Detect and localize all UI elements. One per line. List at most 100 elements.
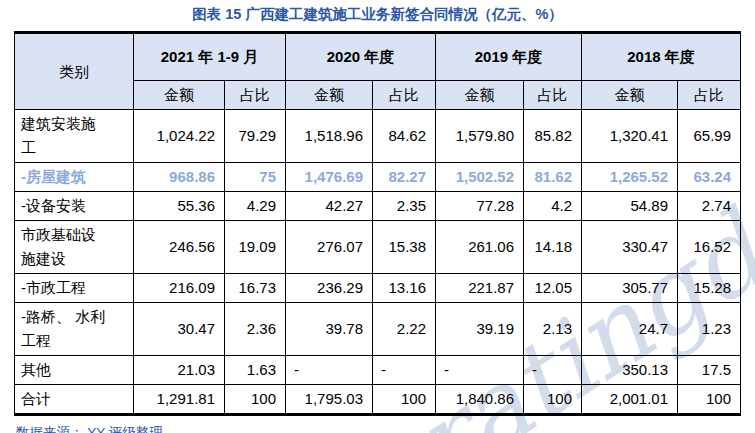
header-amount: 金额: [582, 81, 678, 110]
header-share: 占比: [524, 81, 582, 110]
value-cell: 77.28: [436, 192, 524, 221]
value-cell: 16.52: [678, 221, 741, 274]
value-cell: 81.62: [524, 163, 582, 192]
table-header: 类别 2021 年 1-9 月 2020 年度 2019 年度 2018 年度 …: [15, 33, 741, 110]
value-cell: 55.36: [134, 192, 225, 221]
header-amount: 金额: [286, 81, 373, 110]
value-cell: 100: [225, 385, 286, 415]
value-cell: 12.05: [524, 274, 582, 303]
value-cell: 2,001.01: [582, 385, 678, 415]
value-cell: 2.22: [373, 303, 436, 356]
category-cell: 合计: [15, 385, 134, 415]
value-cell: 100: [373, 385, 436, 415]
header-category: 类别: [15, 33, 134, 110]
value-cell: -: [524, 356, 582, 385]
table-row: 建筑安装施 工1,024.2279.291,518.9684.621,579.8…: [15, 110, 741, 163]
header-share: 占比: [678, 81, 741, 110]
category-cell: 建筑安装施 工: [15, 110, 134, 163]
value-cell: 85.82: [524, 110, 582, 163]
value-cell: 968.86: [134, 163, 225, 192]
value-cell: 39.19: [436, 303, 524, 356]
table-row: -房屋建筑968.86751,476.6982.271,502.5281.621…: [15, 163, 741, 192]
value-cell: 216.09: [134, 274, 225, 303]
category-cell: -路桥、 水利 工程: [15, 303, 134, 356]
value-cell: 15.28: [678, 274, 741, 303]
value-cell: 1,024.22: [134, 110, 225, 163]
category-cell: -房屋建筑: [15, 163, 134, 192]
figure-page: { "title": "图表 15 广西建工建筑施工业务新签合同情况（亿元、%）…: [0, 0, 755, 433]
value-cell: 1,502.52: [436, 163, 524, 192]
value-cell: 54.89: [582, 192, 678, 221]
value-cell: 21.03: [134, 356, 225, 385]
header-year-2020: 2020 年度: [286, 33, 436, 81]
value-cell: 246.56: [134, 221, 225, 274]
value-cell: 236.29: [286, 274, 373, 303]
value-cell: 65.99: [678, 110, 741, 163]
value-cell: 1,476.69: [286, 163, 373, 192]
value-cell: 15.38: [373, 221, 436, 274]
value-cell: 4.2: [524, 192, 582, 221]
table-body: 建筑安装施 工1,024.2279.291,518.9684.621,579.8…: [15, 110, 741, 415]
data-source-note: 数据来源： YY 评级整理: [16, 424, 755, 433]
value-cell: -: [436, 356, 524, 385]
table-row: -设备安装55.364.2942.272.3577.284.254.892.74: [15, 192, 741, 221]
value-cell: 276.07: [286, 221, 373, 274]
value-cell: 82.27: [373, 163, 436, 192]
value-cell: 1,840.86: [436, 385, 524, 415]
value-cell: 2.35: [373, 192, 436, 221]
value-cell: 19.09: [225, 221, 286, 274]
value-cell: 1.63: [225, 356, 286, 385]
header-amount: 金额: [134, 81, 225, 110]
value-cell: 1,320.41: [582, 110, 678, 163]
table-row: 其他21.031.63----350.1317.5: [15, 356, 741, 385]
value-cell: 261.06: [436, 221, 524, 274]
category-cell: -市政工程: [15, 274, 134, 303]
header-row-years: 类别 2021 年 1-9 月 2020 年度 2019 年度 2018 年度: [15, 33, 741, 81]
value-cell: 24.7: [582, 303, 678, 356]
header-year-2019: 2019 年度: [436, 33, 582, 81]
value-cell: 75: [225, 163, 286, 192]
value-cell: 13.16: [373, 274, 436, 303]
value-cell: 14.18: [524, 221, 582, 274]
value-cell: 16.73: [225, 274, 286, 303]
value-cell: 2.13: [524, 303, 582, 356]
value-cell: 1,265.52: [582, 163, 678, 192]
header-share: 占比: [373, 81, 436, 110]
category-cell: 市政基础设 施建设: [15, 221, 134, 274]
header-year-2018: 2018 年度: [582, 33, 741, 81]
contracts-table: 类别 2021 年 1-9 月 2020 年度 2019 年度 2018 年度 …: [14, 31, 741, 416]
value-cell: 2.36: [225, 303, 286, 356]
value-cell: 63.24: [678, 163, 741, 192]
value-cell: 1,291.81: [134, 385, 225, 415]
table-row: 合计1,291.811001,795.031001,840.861002,001…: [15, 385, 741, 415]
value-cell: 17.5: [678, 356, 741, 385]
value-cell: 39.78: [286, 303, 373, 356]
value-cell: 305.77: [582, 274, 678, 303]
table-row: -市政工程216.0916.73236.2913.16221.8712.0530…: [15, 274, 741, 303]
value-cell: 1.23: [678, 303, 741, 356]
value-cell: 100: [678, 385, 741, 415]
table-row: 市政基础设 施建设246.5619.09276.0715.38261.0614.…: [15, 221, 741, 274]
value-cell: 1,579.80: [436, 110, 524, 163]
value-cell: -: [373, 356, 436, 385]
value-cell: 100: [524, 385, 582, 415]
value-cell: 221.87: [436, 274, 524, 303]
value-cell: 79.29: [225, 110, 286, 163]
figure-title: 图表 15 广西建工建筑施工业务新签合同情况（亿元、%）: [0, 0, 755, 24]
value-cell: 350.13: [582, 356, 678, 385]
value-cell: 1,795.03: [286, 385, 373, 415]
value-cell: 1,518.96: [286, 110, 373, 163]
header-amount: 金额: [436, 81, 524, 110]
table-row: -路桥、 水利 工程30.472.3639.782.2239.192.1324.…: [15, 303, 741, 356]
value-cell: 330.47: [582, 221, 678, 274]
category-cell: 其他: [15, 356, 134, 385]
value-cell: -: [286, 356, 373, 385]
value-cell: 84.62: [373, 110, 436, 163]
value-cell: 30.47: [134, 303, 225, 356]
value-cell: 2.74: [678, 192, 741, 221]
category-cell: -设备安装: [15, 192, 134, 221]
header-share: 占比: [225, 81, 286, 110]
value-cell: 4.29: [225, 192, 286, 221]
header-year-2021: 2021 年 1-9 月: [134, 33, 286, 81]
value-cell: 42.27: [286, 192, 373, 221]
